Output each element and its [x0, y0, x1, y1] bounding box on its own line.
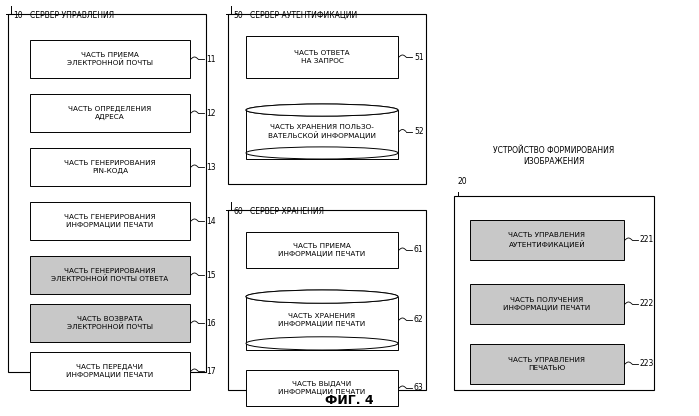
Text: 61: 61 — [414, 245, 424, 255]
Text: ЧАСТЬ ВОЗВРАТА
ЭЛЕКТРОННОЙ ПОЧТЫ: ЧАСТЬ ВОЗВРАТА ЭЛЕКТРОННОЙ ПОЧТЫ — [67, 316, 153, 330]
Ellipse shape — [246, 337, 398, 350]
Text: ЧАСТЬ ГЕНЕРИРОВАНИЯ
ЭЛЕКТРОННОЙ ПОЧТЫ ОТВЕТА: ЧАСТЬ ГЕНЕРИРОВАНИЯ ЭЛЕКТРОННОЙ ПОЧТЫ ОТ… — [51, 268, 168, 282]
Text: ЧАСТЬ ПОЛУЧЕНИЯ
ИНФОРМАЦИИ ПЕЧАТИ: ЧАСТЬ ПОЛУЧЕНИЯ ИНФОРМАЦИИ ПЕЧАТИ — [503, 297, 591, 311]
Bar — [8, 14, 206, 372]
Bar — [246, 232, 398, 268]
Bar — [228, 210, 426, 390]
Text: 11: 11 — [206, 54, 215, 64]
Bar — [470, 220, 624, 260]
Text: 14: 14 — [206, 216, 215, 225]
Ellipse shape — [246, 147, 398, 159]
Ellipse shape — [246, 290, 398, 303]
Bar — [30, 148, 190, 186]
Text: ЧАСТЬ ОТВЕТА
НА ЗАПРОС: ЧАСТЬ ОТВЕТА НА ЗАПРОС — [294, 50, 350, 64]
Bar — [30, 40, 190, 78]
Text: ЧАСТЬ УПРАВЛЕНИЯ
АУТЕНТИФИКАЦИЕЙ: ЧАСТЬ УПРАВЛЕНИЯ АУТЕНТИФИКАЦИЕЙ — [508, 232, 586, 248]
Text: 20: 20 — [458, 177, 468, 186]
Text: 221: 221 — [640, 235, 654, 245]
Text: 17: 17 — [206, 366, 215, 376]
Text: 222: 222 — [640, 300, 654, 309]
Text: ЧАСТЬ ОПРЕДЕЛЕНИЯ
АДРЕСА: ЧАСТЬ ОПРЕДЕЛЕНИЯ АДРЕСА — [69, 106, 152, 120]
Text: 223: 223 — [640, 359, 654, 369]
Text: ЧАСТЬ ПРИЕМА
ИНФОРМАЦИИ ПЕЧАТИ: ЧАСТЬ ПРИЕМА ИНФОРМАЦИИ ПЕЧАТИ — [278, 243, 366, 257]
Ellipse shape — [246, 104, 398, 116]
Text: 62: 62 — [414, 315, 424, 324]
Bar — [454, 196, 654, 390]
Text: ЧАСТЬ ХРАНЕНИЯ
ИНФОРМАЦИИ ПЕЧАТИ: ЧАСТЬ ХРАНЕНИЯ ИНФОРМАЦИИ ПЕЧАТИ — [278, 313, 366, 327]
Bar — [30, 304, 190, 342]
Bar — [246, 110, 398, 159]
Text: ЧАСТЬ ХРАНЕНИЯ ПОЛЬЗО-
ВАТЕЛЬСКОЙ ИНФОРМАЦИИ: ЧАСТЬ ХРАНЕНИЯ ПОЛЬЗО- ВАТЕЛЬСКОЙ ИНФОРМ… — [268, 124, 376, 139]
Text: 12: 12 — [206, 109, 215, 117]
Text: 63: 63 — [414, 384, 424, 393]
Text: ЧАСТЬ ВЫДАЧИ
ИНФОРМАЦИИ ПЕЧАТИ: ЧАСТЬ ВЫДАЧИ ИНФОРМАЦИИ ПЕЧАТИ — [278, 381, 366, 395]
Bar — [30, 352, 190, 390]
Ellipse shape — [246, 290, 398, 303]
Bar — [228, 14, 426, 184]
Text: ФИГ. 4: ФИГ. 4 — [325, 394, 373, 406]
Text: 60: 60 — [233, 207, 243, 216]
Text: 13: 13 — [206, 163, 215, 171]
Text: ЧАСТЬ ГЕНЕРИРОВАНИЯ
ИНФОРМАЦИИ ПЕЧАТИ: ЧАСТЬ ГЕНЕРИРОВАНИЯ ИНФОРМАЦИИ ПЕЧАТИ — [64, 214, 156, 228]
Bar — [470, 344, 624, 384]
Text: ЧАСТЬ ПРИЕМА
ЭЛЕКТРОННОЙ ПОЧТЫ: ЧАСТЬ ПРИЕМА ЭЛЕКТРОННОЙ ПОЧТЫ — [67, 52, 153, 66]
Text: 10: 10 — [13, 11, 22, 20]
Text: 15: 15 — [206, 270, 215, 280]
Bar — [246, 36, 398, 78]
Text: ЧАСТЬ ГЕНЕРИРОВАНИЯ
PIN-КОДА: ЧАСТЬ ГЕНЕРИРОВАНИЯ PIN-КОДА — [64, 160, 156, 174]
Bar — [470, 284, 624, 324]
Bar — [246, 370, 398, 406]
Text: СЕРВЕР ХРАНЕНИЯ: СЕРВЕР ХРАНЕНИЯ — [250, 207, 324, 216]
Text: 50: 50 — [233, 11, 243, 20]
Text: СЕРВЕР АУТЕНТИФИКАЦИИ: СЕРВЕР АУТЕНТИФИКАЦИИ — [250, 11, 357, 20]
Bar — [30, 256, 190, 294]
Text: УСТРОЙСТВО ФОРМИРОВАНИЯ
ИЗОБРАЖЕНИЯ: УСТРОЙСТВО ФОРМИРОВАНИЯ ИЗОБРАЖЕНИЯ — [493, 146, 614, 166]
Text: ЧАСТЬ ПЕРЕДАЧИ
ИНФОРМАЦИИ ПЕЧАТИ: ЧАСТЬ ПЕРЕДАЧИ ИНФОРМАЦИИ ПЕЧАТИ — [66, 364, 154, 378]
Bar — [30, 202, 190, 240]
Text: СЕРВЕР УПРАВЛЕНИЯ: СЕРВЕР УПРАВЛЕНИЯ — [30, 11, 114, 20]
Ellipse shape — [246, 104, 398, 116]
Text: 16: 16 — [206, 319, 215, 327]
Bar — [246, 297, 398, 350]
Bar — [30, 94, 190, 132]
Text: ЧАСТЬ УПРАВЛЕНИЯ
ПЕЧАТЬЮ: ЧАСТЬ УПРАВЛЕНИЯ ПЕЧАТЬЮ — [508, 357, 586, 371]
Text: 52: 52 — [414, 127, 424, 136]
Text: 51: 51 — [414, 52, 424, 62]
